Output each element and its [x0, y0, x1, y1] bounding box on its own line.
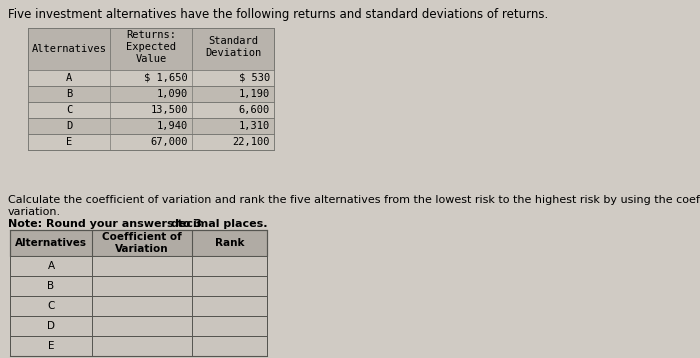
Text: C: C — [48, 301, 55, 311]
Text: D: D — [66, 121, 72, 131]
Text: B: B — [48, 281, 55, 291]
Text: decimal places.: decimal places. — [171, 219, 267, 229]
Text: D: D — [47, 321, 55, 331]
Bar — [28, 86, 274, 102]
Text: 1,190: 1,190 — [239, 89, 270, 99]
Text: 67,000: 67,000 — [150, 137, 188, 147]
Text: B: B — [66, 89, 72, 99]
Text: E: E — [66, 137, 72, 147]
Text: 1,940: 1,940 — [157, 121, 188, 131]
Bar — [10, 230, 267, 256]
Text: 22,100: 22,100 — [232, 137, 270, 147]
Text: 13,500: 13,500 — [150, 105, 188, 115]
Text: E: E — [48, 341, 55, 351]
Text: Alternatives: Alternatives — [15, 238, 87, 248]
Text: C: C — [66, 105, 72, 115]
Text: A: A — [66, 73, 72, 83]
Text: A: A — [48, 261, 55, 271]
Bar — [10, 336, 267, 356]
Text: Alternatives: Alternatives — [32, 44, 106, 54]
Text: $ 1,650: $ 1,650 — [144, 73, 188, 83]
Text: 1,310: 1,310 — [239, 121, 270, 131]
Bar — [10, 296, 267, 316]
Text: 1,090: 1,090 — [157, 89, 188, 99]
Text: Standard
Deviation: Standard Deviation — [205, 36, 261, 58]
Text: 6,600: 6,600 — [239, 105, 270, 115]
Bar — [28, 70, 274, 86]
Bar — [28, 28, 274, 70]
Text: Returns:
Expected
Value: Returns: Expected Value — [126, 30, 176, 64]
Bar — [28, 118, 274, 134]
Text: Five investment alternatives have the following returns and standard deviations : Five investment alternatives have the fo… — [8, 8, 548, 21]
Text: $ 530: $ 530 — [239, 73, 270, 83]
Text: Rank: Rank — [215, 238, 244, 248]
Text: variation.: variation. — [8, 207, 61, 217]
Bar — [10, 276, 267, 296]
Bar — [10, 256, 267, 276]
Text: Coefficient of
Variation: Coefficient of Variation — [102, 232, 182, 254]
Text: Note: Round your answers to 3: Note: Round your answers to 3 — [8, 219, 206, 229]
Bar — [10, 316, 267, 336]
Bar — [28, 102, 274, 118]
Text: Calculate the coefficient of variation and rank the five alternatives from the l: Calculate the coefficient of variation a… — [8, 195, 700, 205]
Bar — [28, 134, 274, 150]
